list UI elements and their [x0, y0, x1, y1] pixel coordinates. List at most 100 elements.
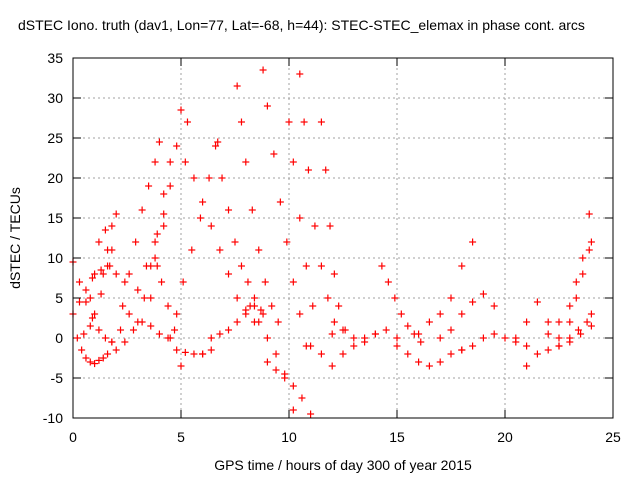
- data-point: [393, 334, 401, 342]
- data-point: [138, 206, 146, 214]
- data-point: [311, 222, 319, 230]
- data-point: [289, 278, 297, 286]
- data-point: [158, 278, 166, 286]
- y-tick-label: 0: [55, 330, 63, 346]
- data-point: [181, 348, 189, 356]
- x-axis-title: GPS time / hours of day 300 of year 2015: [214, 457, 472, 473]
- series-27: [378, 262, 425, 346]
- data-point: [112, 346, 120, 354]
- x-tick-label: 20: [497, 429, 513, 445]
- grid: [73, 58, 613, 418]
- series-22: [285, 118, 317, 310]
- data-point: [231, 238, 239, 246]
- data-point: [250, 294, 258, 302]
- data-point: [512, 334, 520, 342]
- data-point: [579, 254, 587, 262]
- data-point: [458, 346, 466, 354]
- data-point: [125, 270, 133, 278]
- data-point: [259, 66, 267, 74]
- data-point: [166, 182, 174, 190]
- data-point: [425, 362, 433, 370]
- data-point: [447, 326, 455, 334]
- data-point: [378, 262, 386, 270]
- data-point: [585, 210, 593, 218]
- data-point: [577, 330, 585, 338]
- data-point: [268, 302, 276, 310]
- data-point: [330, 270, 338, 278]
- data-point: [134, 286, 142, 294]
- data-point: [95, 356, 103, 364]
- data-point: [255, 318, 263, 326]
- y-tick-label: 10: [47, 250, 63, 266]
- data-point: [270, 150, 278, 158]
- data-point: [296, 70, 304, 78]
- data-point: [97, 290, 105, 298]
- data-point: [97, 266, 105, 274]
- data-point: [233, 82, 241, 90]
- data-point: [171, 326, 179, 334]
- data-point: [436, 334, 444, 342]
- data-point: [101, 334, 109, 342]
- data-point: [574, 326, 582, 334]
- data-point: [160, 210, 168, 218]
- data-point: [173, 346, 181, 354]
- data-point: [436, 358, 444, 366]
- data-point: [86, 358, 94, 366]
- data-point: [160, 190, 168, 198]
- data-point: [242, 306, 250, 314]
- data-points: [69, 66, 595, 418]
- data-point: [225, 326, 233, 334]
- data-point: [181, 158, 189, 166]
- data-point: [289, 382, 297, 390]
- series-17: [212, 142, 265, 314]
- data-point: [207, 346, 215, 354]
- data-point: [274, 318, 282, 326]
- data-point: [296, 310, 304, 318]
- x-tick-label: 15: [389, 429, 405, 445]
- data-point: [233, 294, 241, 302]
- series-11: [147, 106, 191, 302]
- series-19: [246, 302, 297, 414]
- data-point: [587, 310, 595, 318]
- data-point: [397, 310, 405, 318]
- data-point: [317, 262, 325, 270]
- series-28: [393, 342, 466, 370]
- x-tick-label: 0: [69, 429, 77, 445]
- data-point: [309, 302, 317, 310]
- data-point: [259, 310, 267, 318]
- data-point: [572, 294, 580, 302]
- series-15: [181, 158, 258, 326]
- data-point: [393, 342, 401, 350]
- data-point: [190, 350, 198, 358]
- data-point: [166, 334, 174, 342]
- data-point: [218, 174, 226, 182]
- series-5: [86, 226, 116, 302]
- data-point: [583, 318, 591, 326]
- data-point: [95, 326, 103, 334]
- data-point: [283, 238, 291, 246]
- data-point: [255, 246, 263, 254]
- data-point: [151, 158, 159, 166]
- data-point: [281, 374, 289, 382]
- data-point: [479, 334, 487, 342]
- data-point: [544, 318, 552, 326]
- data-point: [335, 302, 343, 310]
- data-point: [125, 310, 133, 318]
- data-point: [91, 360, 99, 368]
- series-10: [134, 158, 174, 326]
- data-point: [490, 330, 498, 338]
- data-point: [339, 350, 347, 358]
- data-point: [307, 410, 315, 418]
- data-point: [322, 166, 330, 174]
- data-point: [298, 394, 306, 402]
- data-point: [160, 222, 168, 230]
- data-point: [183, 118, 191, 126]
- series-25: [307, 330, 379, 370]
- data-point: [404, 322, 412, 330]
- data-point: [112, 270, 120, 278]
- data-point: [177, 362, 185, 370]
- data-point: [101, 226, 109, 234]
- data-point: [173, 310, 181, 318]
- chart-title: dSTEC Iono. truth (dav1, Lon=77, Lat=-68…: [18, 17, 585, 33]
- data-point: [117, 326, 125, 334]
